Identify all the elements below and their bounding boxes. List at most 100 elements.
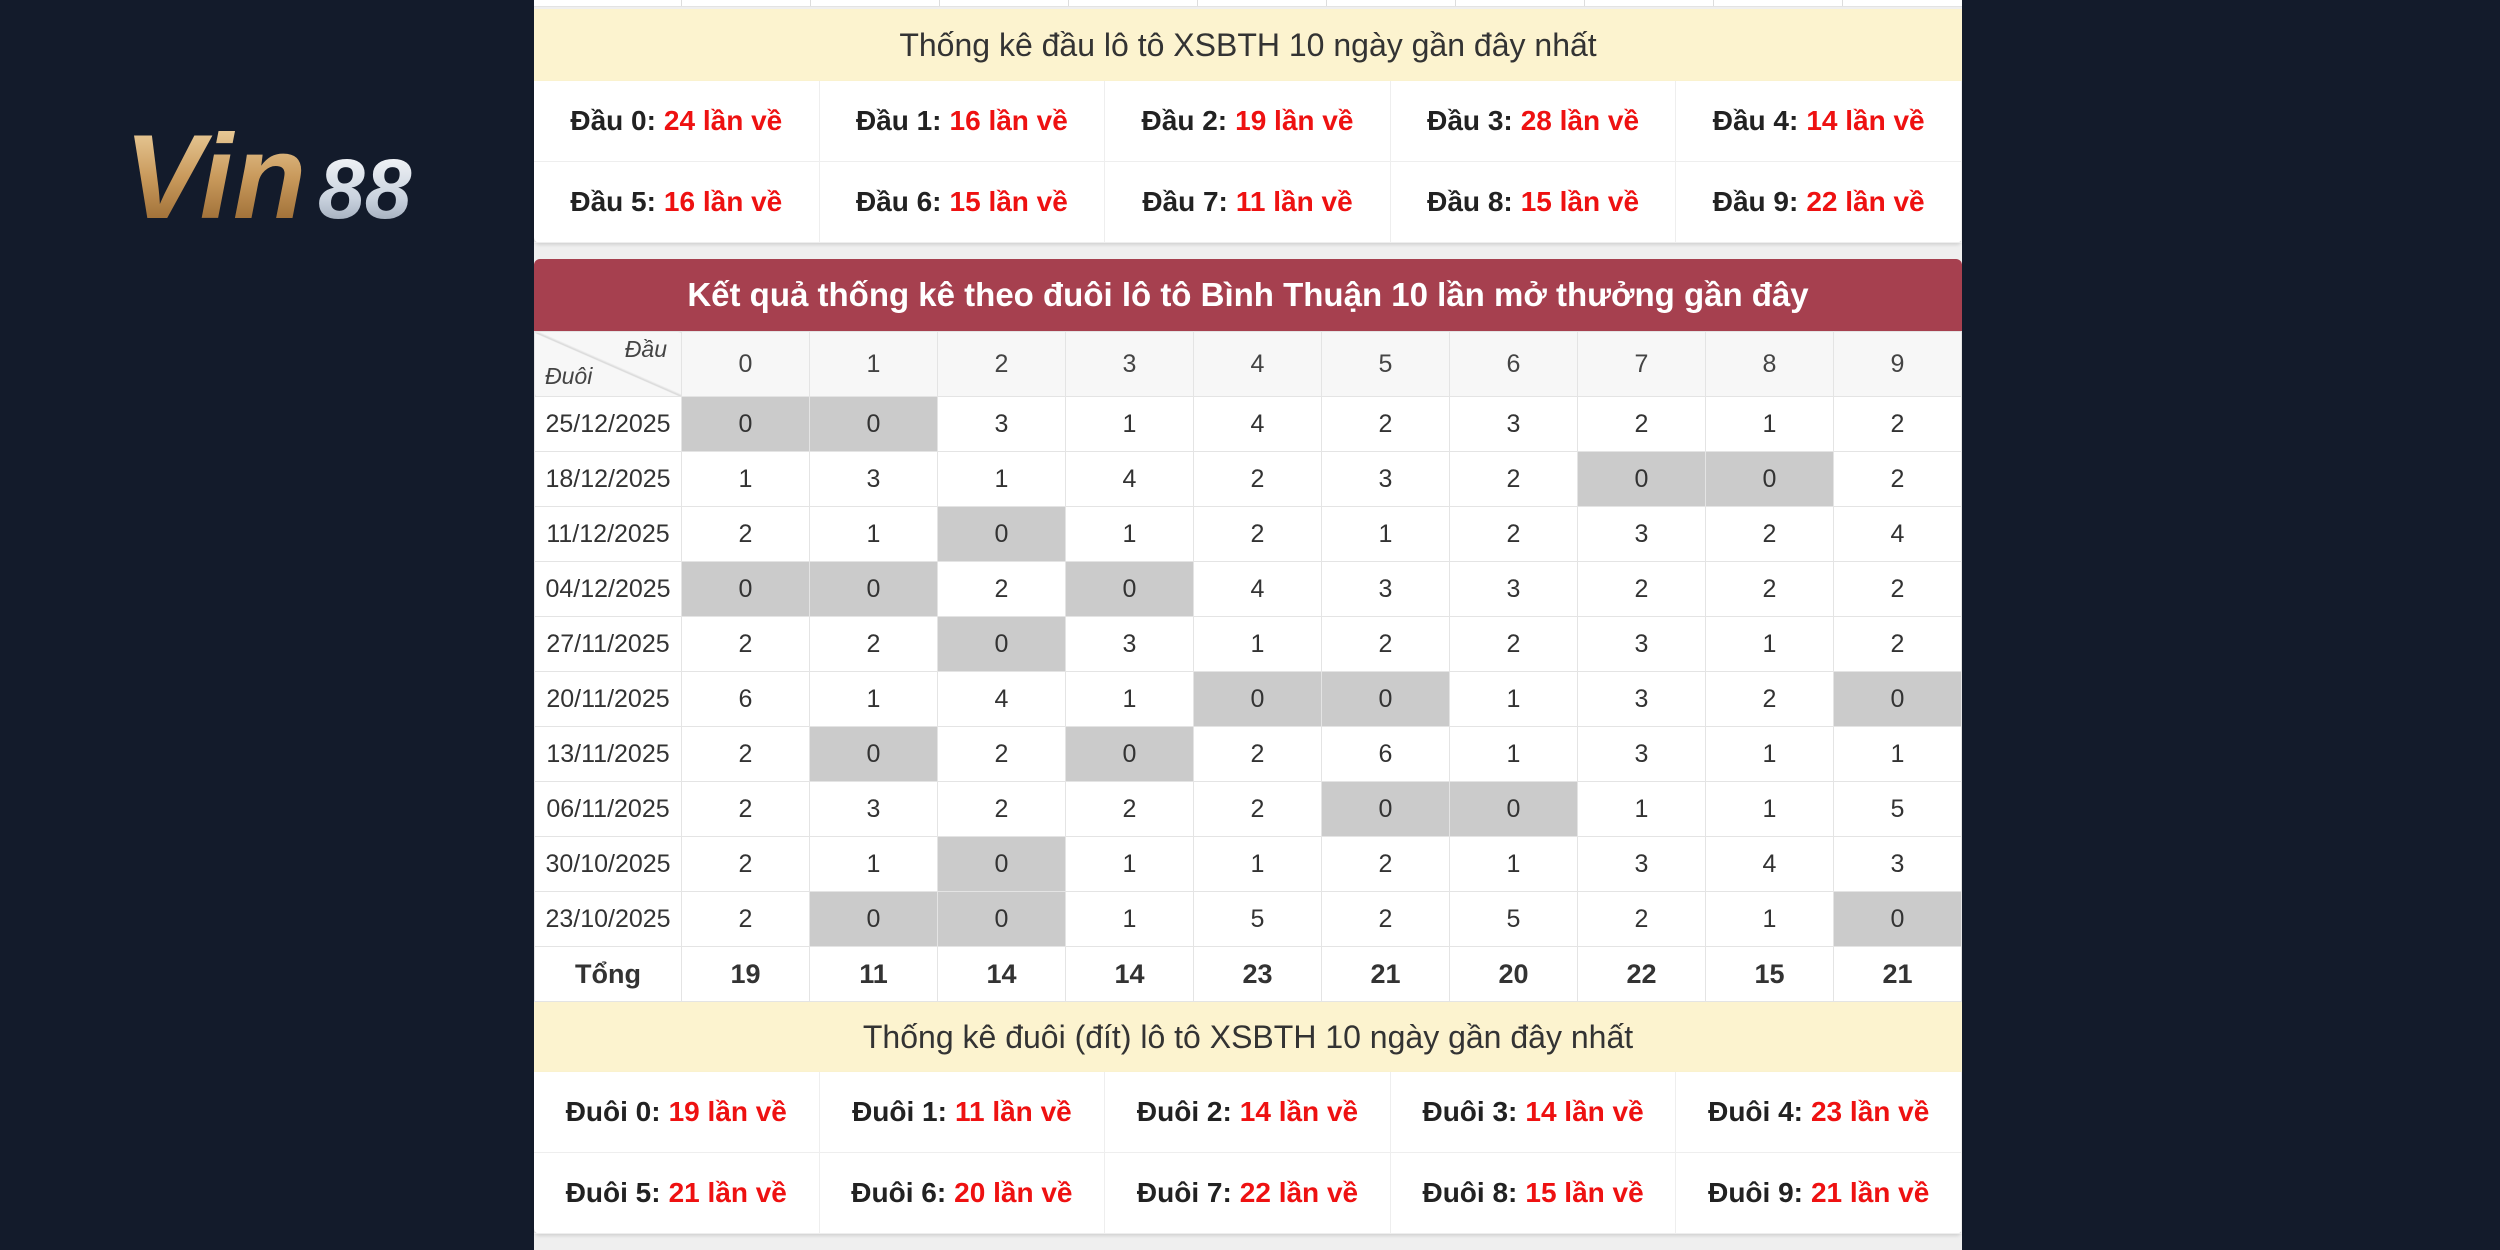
total-cell: 14 (1065, 946, 1194, 1002)
value-cell: 1 (809, 836, 938, 892)
table-row: 04/12/2025 0 0 2 0 4 3 3 2 2 2 (534, 561, 1962, 617)
total-cell: 21 (1321, 946, 1450, 1002)
stat-count: 15 lần về (1520, 186, 1640, 217)
value-cell: 1 (1065, 891, 1194, 947)
value-cell: 1 (1065, 396, 1194, 452)
value-cell: 0 (1705, 451, 1834, 507)
value-cell: 2 (937, 561, 1066, 617)
stat-cell: Đuôi 3: 14 lần về (1390, 1072, 1677, 1153)
value-cell: 0 (809, 396, 938, 452)
stat-label: Đuôi 5: (565, 1177, 661, 1208)
value-cell: 2 (1577, 396, 1706, 452)
value-cell: 4 (1833, 506, 1962, 562)
value-cell: 2 (681, 726, 810, 782)
value-cell: 0 (809, 561, 938, 617)
date-cell: 18/12/2025 (534, 451, 682, 507)
corner-dau-label: Đầu (624, 336, 667, 362)
stat-cell: Đầu 5: 16 lần về (534, 162, 820, 243)
stat-count: 22 lần về (1806, 186, 1925, 217)
value-cell: 4 (1065, 451, 1194, 507)
value-cell: 0 (809, 726, 938, 782)
date-cell: 30/10/2025 (534, 836, 682, 892)
value-cell: 2 (809, 616, 938, 672)
value-cell: 2 (681, 616, 810, 672)
column-header: 0 (681, 331, 810, 397)
corner-duoi-label: Đuôi (545, 363, 593, 389)
column-header: 9 (1833, 331, 1962, 397)
date-cell: 04/12/2025 (534, 561, 682, 617)
value-cell: 2 (1321, 891, 1450, 947)
value-cell: 3 (809, 781, 938, 837)
previous-table-edge (534, 0, 1962, 7)
value-cell: 3 (809, 451, 938, 507)
value-cell: 2 (1321, 396, 1450, 452)
value-cell: 4 (1193, 396, 1322, 452)
value-cell: 2 (1193, 726, 1322, 782)
stat-cell: Đuôi 9: 21 lần về (1676, 1153, 1962, 1234)
value-cell: 0 (1065, 561, 1194, 617)
stat-label: Đuôi 9: (1708, 1177, 1803, 1208)
value-cell: 2 (1833, 561, 1962, 617)
column-header: 7 (1577, 331, 1706, 397)
value-cell: 2 (1321, 836, 1450, 892)
value-cell: 0 (1065, 726, 1194, 782)
column-header: 6 (1449, 331, 1578, 397)
stat-label: Đuôi 2: (1136, 1096, 1232, 1127)
table-row: 18/12/2025 1 3 1 4 2 3 2 0 0 2 (534, 451, 1962, 507)
stat-count: 11 lần về (954, 1096, 1072, 1127)
stat-label: Đuôi 1: (852, 1096, 947, 1127)
stat-cell: Đầu 3: 28 lần về (1390, 81, 1677, 162)
stat-cell: Đuôi 8: 15 lần về (1390, 1153, 1677, 1234)
value-cell: 1 (1705, 616, 1834, 672)
total-cell: 23 (1193, 946, 1322, 1002)
stat-label: Đầu 5: (570, 186, 656, 217)
value-cell: 0 (1321, 671, 1450, 727)
date-cell: 27/11/2025 (534, 616, 682, 672)
corner-header: Đầu Đuôi (534, 331, 682, 397)
stat-count: 19 lần về (668, 1096, 787, 1127)
table-row: 27/11/2025 2 2 0 3 1 2 2 3 1 2 (534, 616, 1962, 672)
column-header: 4 (1193, 331, 1322, 397)
duoi-stats-title: Thống kê đuôi (đít) lô tô XSBTH 10 ngày … (534, 1002, 1962, 1072)
stat-cell: Đầu 9: 22 lần về (1676, 162, 1962, 243)
value-cell: 1 (681, 451, 810, 507)
value-cell: 2 (1705, 506, 1834, 562)
value-cell: 2 (681, 781, 810, 837)
value-cell: 6 (1321, 726, 1450, 782)
table-row: 11/12/2025 2 1 0 1 2 1 2 3 2 4 (534, 506, 1962, 562)
value-cell: 4 (1193, 561, 1322, 617)
column-header: 8 (1705, 331, 1834, 397)
date-cell: 23/10/2025 (534, 891, 682, 947)
value-cell: 0 (937, 616, 1066, 672)
value-cell: 3 (1321, 561, 1450, 617)
stat-label: Đầu 6: (855, 186, 942, 217)
stat-count: 15 lần về (1525, 1177, 1644, 1208)
value-cell: 2 (1833, 616, 1962, 672)
stat-label: Đuôi 8: (1422, 1177, 1518, 1208)
stat-cell: Đuôi 0: 19 lần về (534, 1072, 820, 1153)
stat-label: Đuôi 7: (1136, 1177, 1232, 1208)
value-cell: 2 (1449, 506, 1578, 562)
value-cell: 2 (1449, 451, 1578, 507)
value-cell: 1 (1065, 836, 1194, 892)
value-cell: 2 (681, 891, 810, 947)
value-cell: 1 (1065, 506, 1194, 562)
value-cell: 1 (1065, 671, 1194, 727)
stat-label: Đầu 4: (1712, 105, 1799, 136)
value-cell: 2 (1833, 396, 1962, 452)
value-cell: 0 (681, 561, 810, 617)
stat-label: Đầu 8: (1427, 186, 1513, 217)
value-cell: 0 (1833, 671, 1962, 727)
date-cell: 25/12/2025 (534, 396, 682, 452)
column-header: 2 (937, 331, 1066, 397)
stat-label: Đầu 1: (855, 105, 942, 136)
value-cell: 0 (809, 891, 938, 947)
value-cell: 2 (937, 781, 1066, 837)
total-cell: 20 (1449, 946, 1578, 1002)
stat-count: 11 lần về (1235, 186, 1353, 217)
value-cell: 1 (809, 506, 938, 562)
value-cell: 2 (1577, 561, 1706, 617)
stat-label: Đuôi 3: (1422, 1096, 1518, 1127)
value-cell: 0 (1577, 451, 1706, 507)
stat-cell: Đuôi 6: 20 lần về (819, 1153, 1106, 1234)
